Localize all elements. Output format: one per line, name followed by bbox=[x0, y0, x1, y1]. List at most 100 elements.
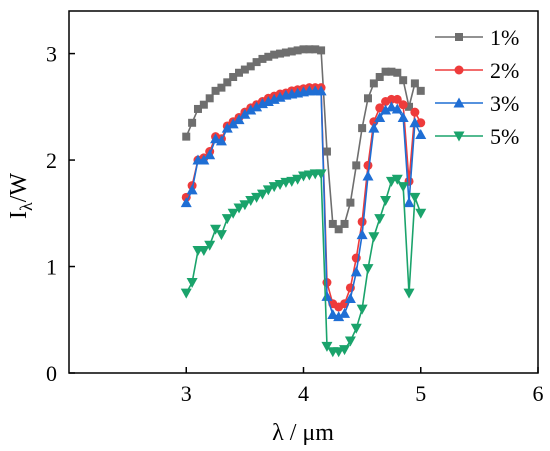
y-tick-label-3: 3 bbox=[46, 42, 57, 67]
data-point bbox=[363, 160, 373, 170]
series-layer bbox=[180, 45, 427, 358]
data-point bbox=[211, 86, 220, 95]
data-point bbox=[239, 200, 251, 211]
data-point bbox=[198, 246, 210, 257]
data-point bbox=[286, 176, 298, 187]
data-point bbox=[321, 290, 333, 301]
data-point bbox=[240, 65, 249, 74]
data-point bbox=[215, 230, 227, 241]
legend-marker bbox=[453, 97, 465, 108]
x-tick-label-3: 3 bbox=[181, 381, 192, 406]
data-point bbox=[264, 52, 273, 61]
data-point bbox=[333, 311, 345, 322]
y-axis-title-rest: /W bbox=[6, 173, 32, 203]
legend-label: 2% bbox=[490, 58, 519, 83]
data-point bbox=[180, 288, 192, 299]
data-point bbox=[251, 192, 263, 203]
data-point bbox=[416, 86, 425, 95]
data-point bbox=[340, 219, 349, 228]
data-point bbox=[405, 102, 414, 111]
data-point bbox=[193, 104, 202, 113]
data-point bbox=[350, 323, 362, 334]
data-point bbox=[322, 147, 331, 156]
series-0 bbox=[182, 45, 425, 234]
data-point bbox=[328, 219, 337, 228]
data-point bbox=[215, 135, 227, 146]
data-point bbox=[223, 78, 232, 87]
data-point bbox=[397, 111, 409, 122]
data-point bbox=[315, 85, 327, 96]
data-point bbox=[270, 50, 279, 59]
data-point bbox=[305, 45, 314, 54]
data-point bbox=[233, 203, 245, 214]
data-point bbox=[381, 67, 390, 76]
data-point bbox=[274, 180, 286, 191]
data-point bbox=[356, 229, 368, 240]
data-point bbox=[392, 94, 402, 104]
data-point bbox=[180, 197, 192, 208]
y-tick-label-2: 2 bbox=[46, 148, 57, 173]
legend-marker bbox=[453, 131, 465, 142]
data-point bbox=[415, 208, 427, 219]
data-point bbox=[276, 49, 285, 58]
data-point bbox=[199, 100, 208, 109]
x-tick-label-6: 6 bbox=[533, 381, 544, 406]
data-point bbox=[233, 114, 245, 125]
x-tick-label-5: 5 bbox=[415, 381, 426, 406]
data-point bbox=[385, 176, 397, 187]
data-point bbox=[210, 133, 222, 144]
data-point bbox=[245, 196, 257, 207]
data-point bbox=[205, 94, 214, 103]
data-point bbox=[380, 104, 392, 115]
data-point bbox=[403, 197, 415, 208]
data-point bbox=[321, 341, 333, 352]
data-point bbox=[352, 161, 361, 170]
data-point bbox=[227, 208, 239, 219]
data-point bbox=[292, 174, 304, 185]
data-point bbox=[315, 169, 327, 180]
x-axis-title: λ / μm bbox=[272, 420, 334, 446]
data-point bbox=[204, 240, 216, 251]
data-point bbox=[299, 45, 308, 54]
series-3 bbox=[180, 169, 427, 358]
data-point bbox=[369, 79, 378, 88]
data-point bbox=[198, 154, 210, 165]
data-point bbox=[415, 129, 427, 140]
axes: 3 4 5 6 0 1 2 3 bbox=[46, 42, 544, 406]
data-point bbox=[327, 308, 339, 319]
data-point bbox=[368, 122, 380, 133]
data-point bbox=[252, 58, 261, 67]
data-point bbox=[245, 104, 257, 115]
legend-label: 1% bbox=[490, 25, 519, 50]
data-point bbox=[334, 225, 343, 234]
data-point bbox=[239, 108, 251, 119]
legend-item-3: 5% bbox=[435, 124, 519, 149]
data-point bbox=[287, 47, 296, 56]
legend-item-2: 3% bbox=[435, 91, 519, 116]
data-point bbox=[410, 79, 419, 88]
data-point bbox=[403, 288, 415, 299]
data-point bbox=[344, 336, 356, 347]
data-point bbox=[333, 347, 345, 358]
data-point bbox=[398, 100, 408, 110]
data-point bbox=[375, 73, 384, 82]
data-point bbox=[339, 345, 351, 356]
legend-label: 5% bbox=[490, 124, 519, 149]
data-point bbox=[397, 182, 409, 193]
data-point bbox=[374, 214, 386, 225]
legend-marker bbox=[454, 65, 464, 75]
data-point bbox=[368, 232, 380, 243]
legend-marker bbox=[455, 33, 463, 41]
legend-item-1: 2% bbox=[435, 58, 519, 83]
data-point bbox=[186, 278, 198, 288]
data-point bbox=[182, 132, 191, 141]
legend-label: 3% bbox=[490, 91, 519, 116]
data-point bbox=[393, 68, 402, 77]
data-point bbox=[362, 264, 374, 275]
data-point bbox=[217, 83, 226, 92]
data-point bbox=[357, 217, 367, 227]
data-point bbox=[262, 185, 274, 196]
data-point bbox=[281, 48, 290, 57]
data-point bbox=[409, 192, 421, 203]
